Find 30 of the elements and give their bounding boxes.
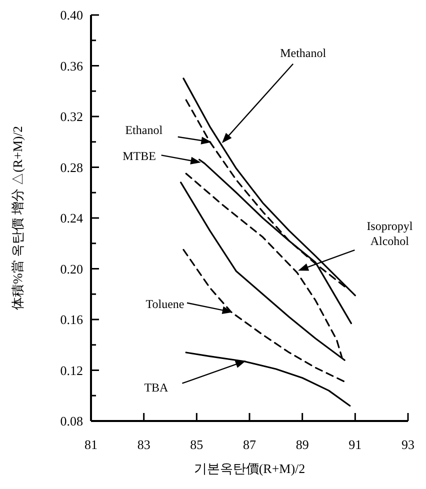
x-tick-label: 81 <box>84 437 98 452</box>
x-axis-title: 기본옥탄價(R+M)/2 <box>194 461 306 476</box>
annotation: Ethanol <box>125 122 164 137</box>
x-tick-label: 89 <box>296 437 309 452</box>
x-tick-label: 85 <box>190 437 204 452</box>
annotation: Methanol <box>280 46 327 60</box>
annotation: TBA <box>144 360 245 394</box>
annotation: Toluene <box>146 296 184 311</box>
y-tick-label: 0.12 <box>60 362 83 378</box>
annotation: Ethanol <box>125 122 210 144</box>
annotation: Isopropyl Alcohol <box>366 219 414 248</box>
x-tick-label: 91 <box>348 437 362 452</box>
x-tick-label: 87 <box>243 437 256 452</box>
y-tick-label: 0.40 <box>60 8 83 22</box>
x-tick-label: 93 <box>402 437 414 452</box>
y-axis-title: 体積%當 옥탄價 增分 △(R+M)/2 <box>10 126 25 310</box>
y-tick-label: 0.36 <box>60 58 84 74</box>
annotation: Isopropyl Alcohol <box>299 219 413 271</box>
y-tick-label: 0.16 <box>60 312 84 327</box>
annotation: Methanol <box>222 46 326 142</box>
annotation: MTBE <box>122 149 200 164</box>
y-tick-label: 0.32 <box>60 109 83 124</box>
annotation: Toluene <box>146 296 232 314</box>
annotation: MTBE <box>122 149 156 164</box>
x-tick-label: 83 <box>137 437 150 452</box>
text: 0.08 <box>60 414 83 428</box>
annotation: TBA <box>144 380 169 394</box>
y-tick-label: 0.24 <box>60 210 84 226</box>
y-tick-label: 0.28 <box>60 160 83 175</box>
y-tick-label: 0.20 <box>60 261 83 276</box>
